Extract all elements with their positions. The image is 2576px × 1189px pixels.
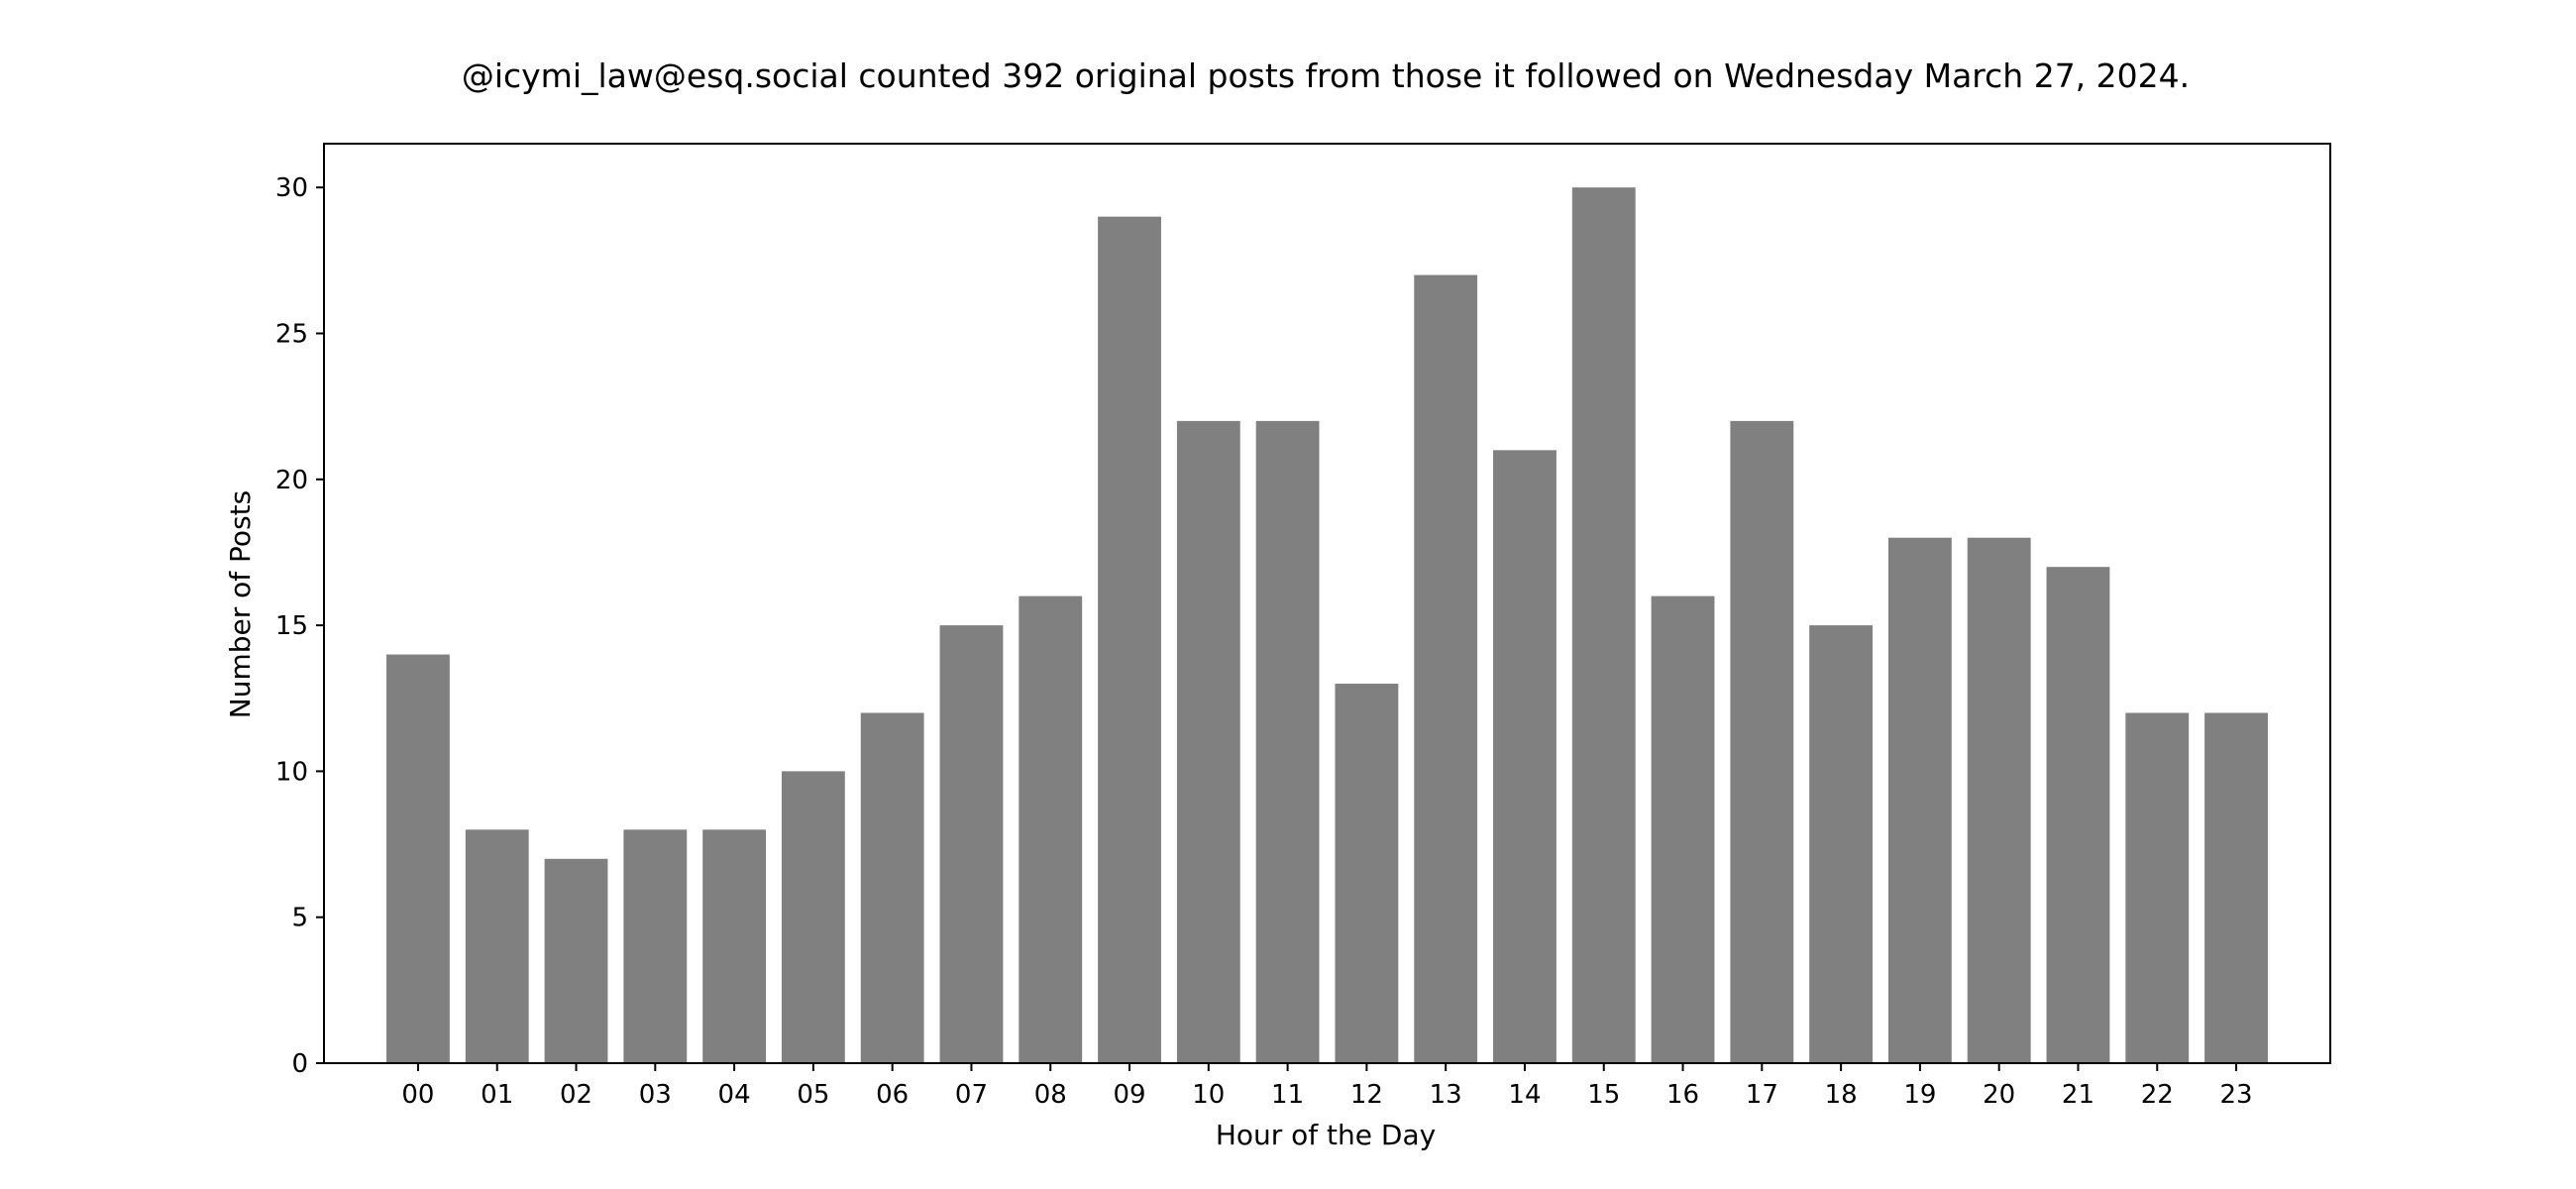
- x-tick-label: 02: [560, 1080, 592, 1110]
- y-tick-label: 20: [275, 466, 308, 495]
- x-tick-label: 22: [2141, 1080, 2174, 1110]
- bar-06: [860, 712, 924, 1063]
- x-tick-label: 08: [1034, 1080, 1067, 1110]
- bar-21: [2046, 567, 2110, 1063]
- bar-00: [386, 654, 450, 1063]
- chart-title: @icymi_law@esq.social counted 392 origin…: [462, 56, 2190, 95]
- bar-11: [1255, 420, 1320, 1063]
- x-tick-label: 06: [876, 1080, 909, 1110]
- y-tick-label: 5: [291, 904, 308, 933]
- y-axis-label: Number of Posts: [224, 490, 257, 718]
- bar-05: [781, 771, 845, 1063]
- plot-area-frame: [323, 143, 2331, 1064]
- bar-16: [1651, 595, 1715, 1063]
- x-tick-label: 13: [1430, 1080, 1462, 1110]
- bar-02: [544, 858, 608, 1063]
- x-tick-label: 17: [1746, 1080, 1778, 1110]
- bar-10: [1176, 420, 1240, 1063]
- x-tick-label: 16: [1666, 1080, 1699, 1110]
- y-tick-label: 10: [275, 757, 308, 787]
- y-tick-label: 15: [275, 611, 308, 641]
- x-tick-label: 20: [1983, 1080, 2015, 1110]
- y-axis: 0 5 10 15 20 25 30: [275, 173, 324, 1079]
- x-tick-label: 14: [1508, 1080, 1541, 1110]
- bar-14: [1493, 450, 1556, 1063]
- x-tick-label: 04: [718, 1080, 751, 1110]
- x-tick-label: 00: [401, 1080, 434, 1110]
- bar-17: [1730, 420, 1794, 1063]
- bar-18: [1809, 625, 1874, 1063]
- x-tick-label: 18: [1825, 1080, 1858, 1110]
- x-axis: 00 01 02 03 04 05 06 07 08 09 10 11 12 13 14 15 16 17 18 19…: [401, 1063, 2253, 1110]
- x-tick-label: 23: [2220, 1080, 2253, 1110]
- bar-15: [1571, 187, 1636, 1063]
- bar-09: [1098, 216, 1161, 1064]
- bar-23: [2204, 712, 2268, 1063]
- x-tick-label: 09: [1113, 1080, 1145, 1110]
- bar-19: [1887, 537, 1952, 1063]
- y-tick-label: 0: [291, 1049, 308, 1079]
- x-tick-label: 21: [2062, 1080, 2094, 1110]
- bar-12: [1335, 684, 1399, 1063]
- bar-08: [1019, 595, 1083, 1063]
- bar-07: [939, 625, 1004, 1063]
- y-tick-label: 30: [275, 173, 308, 203]
- bars-group: [386, 187, 2268, 1064]
- x-tick-label: 03: [639, 1080, 672, 1110]
- x-tick-label: 10: [1192, 1080, 1225, 1110]
- x-tick-label: 11: [1271, 1080, 1304, 1110]
- bar-03: [623, 829, 688, 1063]
- bar-13: [1414, 274, 1478, 1064]
- x-tick-label: 05: [797, 1080, 829, 1110]
- bar-20: [1967, 537, 2031, 1063]
- x-tick-label: 07: [955, 1080, 988, 1110]
- bar-22: [2125, 712, 2190, 1063]
- x-tick-label: 01: [481, 1080, 513, 1110]
- y-tick-label: 25: [275, 319, 308, 349]
- x-tick-label: 19: [1903, 1080, 1936, 1110]
- bar-04: [702, 829, 767, 1063]
- x-axis-label: Hour of the Day: [1216, 1119, 1436, 1151]
- x-tick-label: 15: [1587, 1080, 1620, 1110]
- x-tick-label: 12: [1350, 1080, 1383, 1110]
- bar-01: [465, 829, 529, 1063]
